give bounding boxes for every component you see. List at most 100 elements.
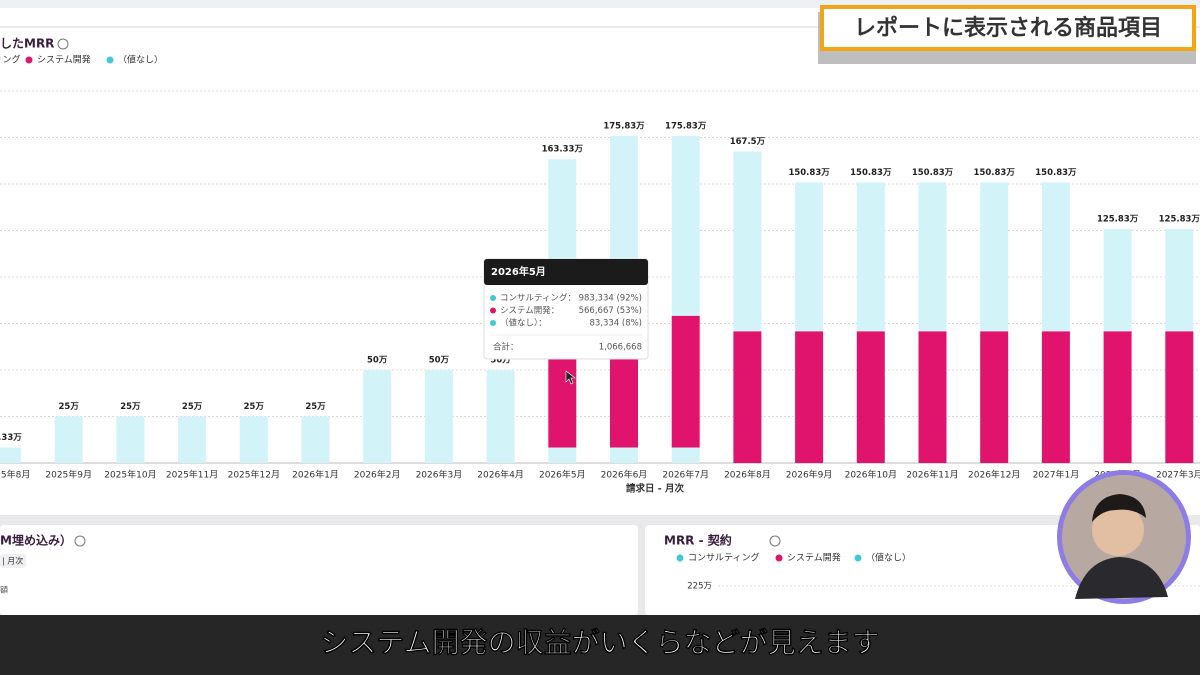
avatar-hair (1092, 494, 1146, 522)
tooltip-value: 83,334 (8%) (589, 319, 642, 329)
total-label: 125.83万 (1159, 214, 1200, 224)
total-label: 150.83万 (974, 168, 1016, 178)
info-icon[interactable] (74, 535, 86, 547)
total-label: 150.83万 (912, 168, 954, 178)
bar-segment (795, 182, 824, 332)
tooltip-total-value: 1,066,668 (599, 343, 642, 353)
bar-segment (671, 315, 700, 448)
bar-segment (610, 447, 638, 463)
legend-dot (25, 56, 33, 64)
x-tick-label: 2026年5月 (539, 469, 586, 481)
legend-label: コンサルティング (0, 54, 20, 66)
legend: コンサルティング システム開発 （値なし） (0, 54, 163, 66)
total-label: 150.83万 (788, 168, 830, 178)
x-tick-label: 2025年11月 (166, 469, 218, 481)
total-label: 175.83万 (665, 121, 707, 131)
bar-segment (980, 331, 1009, 463)
total-label: 50万 (429, 356, 450, 366)
x-tick-label: 2026年2月 (354, 469, 401, 481)
x-tick-label: 2026年12月 (968, 469, 1020, 481)
bar-segment (424, 370, 453, 463)
tooltip-dot (490, 295, 496, 301)
x-tick-label: 2025年10月 (104, 469, 156, 481)
tooltip-name: コンサルティング： (500, 293, 576, 304)
panel-title: M埋め込み） (0, 533, 72, 548)
bar-segment (1041, 331, 1070, 463)
panel-left (0, 525, 638, 615)
bar-segment (918, 182, 947, 332)
legend-label: システム開発 (787, 552, 841, 564)
avatar-face (1092, 504, 1144, 556)
bar-segment (1165, 228, 1194, 332)
bar-segment (486, 370, 515, 463)
bar-segment (671, 135, 700, 316)
bar-segment (795, 331, 824, 463)
bar-segment (1103, 228, 1132, 332)
info-icon[interactable] (57, 38, 69, 50)
legend-label: （値なし） (118, 54, 163, 66)
bar-segment (0, 447, 21, 463)
total-label: 150.83万 (1035, 168, 1077, 178)
total-label: 150.83万 (850, 168, 892, 178)
bar-segment (1165, 331, 1194, 463)
bar-segment (918, 331, 947, 463)
legend-label: コンサルティング (688, 552, 759, 564)
caption-bar (0, 615, 1200, 675)
x-tick-label: 2026年4月 (477, 469, 524, 481)
cursor (565, 370, 576, 385)
bar-segment (178, 416, 207, 463)
legend-dot (775, 554, 783, 562)
x-tick-label: 2025年9月 (45, 469, 92, 481)
bars: 8.33万 2025年8月 25万 2025年9月 25万 2025年10月 25万 2025… (0, 121, 1200, 481)
y-tick-label: 225万 (687, 582, 712, 592)
x-tick-label: 2026年3月 (416, 469, 463, 481)
x-tick-label: 2026年1月 (292, 469, 339, 481)
bar-segment (548, 447, 577, 463)
x-tick-label: 2026年8月 (724, 469, 771, 481)
legend-label: システム開発 (37, 54, 91, 66)
bar-segment (54, 416, 83, 463)
tooltip-dot (490, 307, 496, 314)
banner-text: レポートに表示される商品項目 (854, 15, 1162, 41)
total-label: 25万 (120, 402, 141, 412)
total-label: 175.83万 (603, 121, 645, 131)
legend-dot (676, 554, 684, 562)
x-tick-label: 2026年11月 (906, 469, 958, 481)
bar-segment (856, 182, 885, 332)
x-tick-label: 2027年1月 (1033, 469, 1080, 481)
total-label: 25万 (59, 402, 80, 412)
bar-segment (116, 416, 145, 463)
total-label: 25万 (305, 402, 326, 412)
tooltip-value: 566,667 (53%) (579, 306, 642, 316)
tooltip-total-name: 合計： (493, 342, 519, 353)
caption: システム開発の収益がいくらなどが見えます (320, 626, 879, 659)
info-icon[interactable] (769, 535, 781, 547)
x-tick-label: 2026年6月 (601, 469, 648, 481)
tooltip-title: 2026年5月 (491, 265, 546, 278)
bar-segment (610, 359, 638, 448)
total-label: 50万 (490, 356, 511, 366)
bar-segment (733, 151, 762, 332)
bar-segment (1103, 331, 1132, 463)
x-tick-label: 2026年9月 (786, 469, 833, 481)
panel-title: MRR - 契約 (664, 533, 732, 548)
bar-segment (856, 331, 885, 463)
legend-label: （値なし） (866, 552, 911, 564)
x-tick-label: 2025年8月 (0, 469, 30, 481)
tooltip-name: システム開発： (500, 306, 559, 316)
bar-segment (980, 182, 1009, 332)
tooltip-value: 983,334 (92%) (579, 294, 642, 304)
total-label: 167.5万 (730, 137, 766, 147)
tooltip-header (484, 259, 648, 285)
tooltip: 2026年5月 コンサルティング： 983,334 (92%) システム開発： 566… (483, 258, 649, 360)
total-label: 8.33万 (0, 433, 22, 443)
x-tick-label: 2026年10月 (845, 469, 897, 481)
x-tick-label: 2025年12月 (228, 469, 280, 481)
bar-segment (548, 359, 577, 448)
panel-label: 額 (0, 585, 8, 595)
total-label: 25万 (182, 402, 203, 412)
legend-dot (106, 56, 114, 64)
bar-segment (363, 370, 392, 463)
avatar-body (1075, 557, 1168, 599)
